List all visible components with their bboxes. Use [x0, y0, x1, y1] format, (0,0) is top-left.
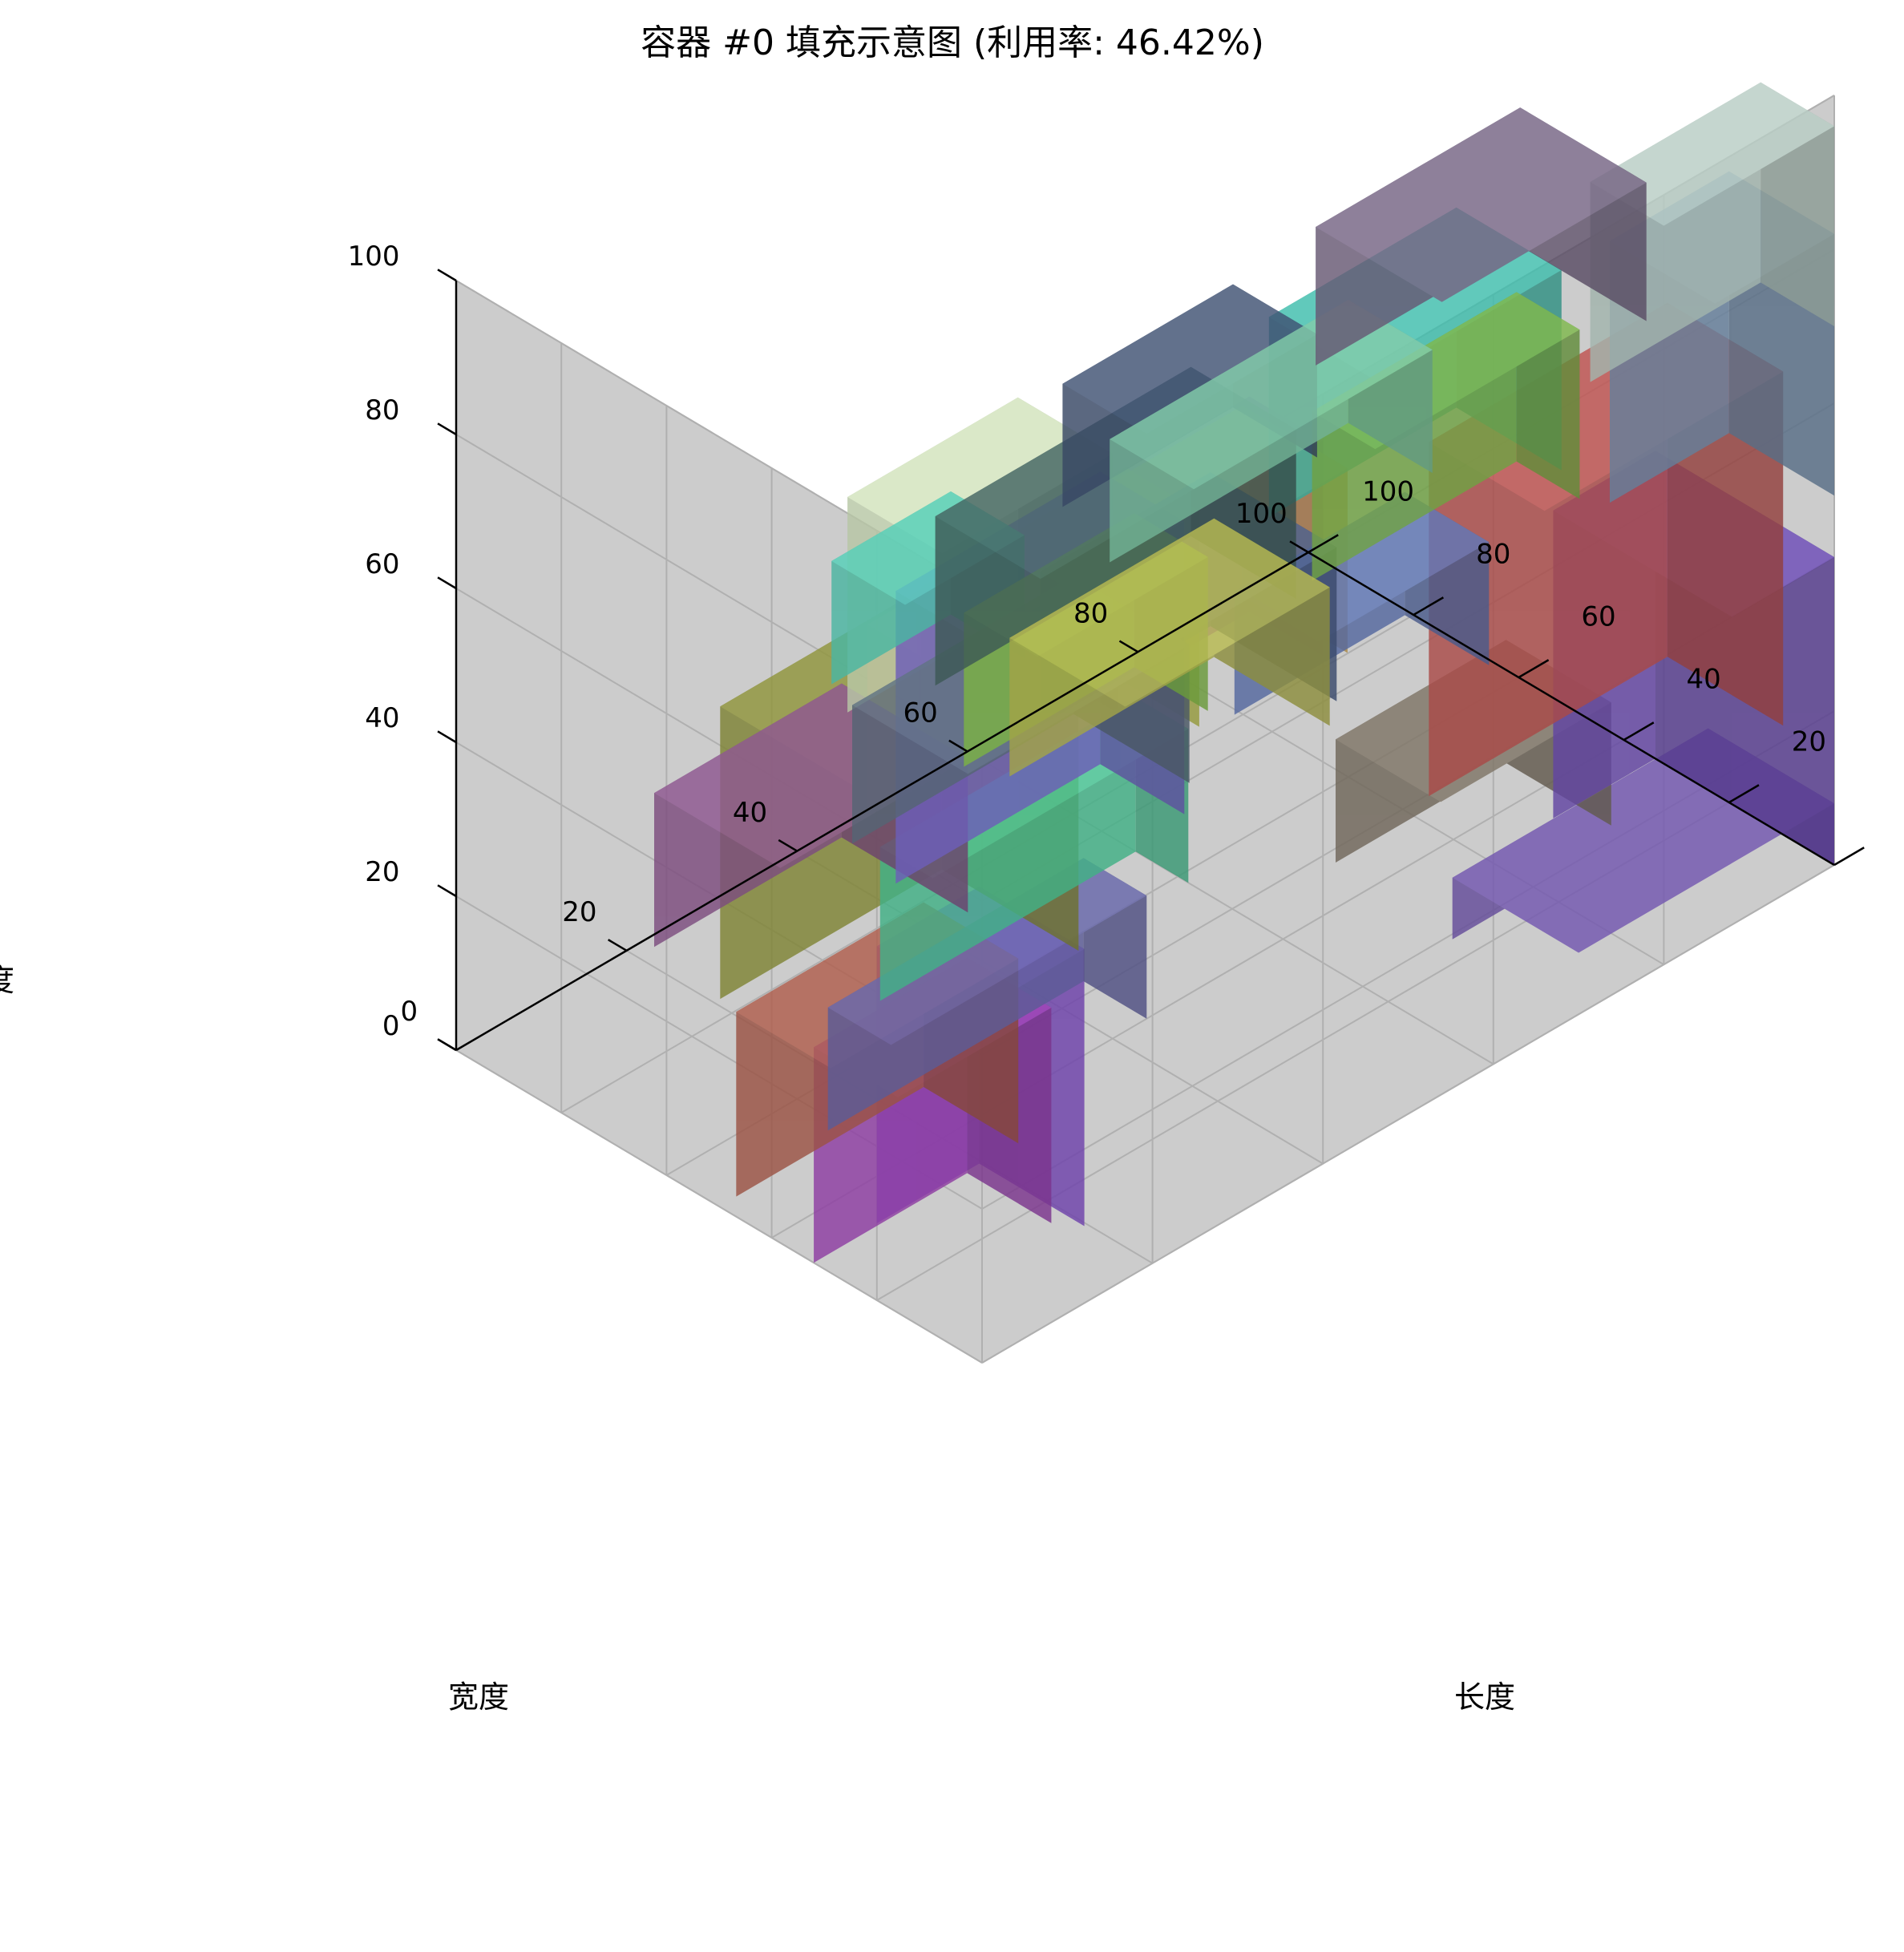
y-tick — [1728, 784, 1760, 804]
z-tick-label: 80 — [365, 394, 399, 426]
x-axis-line — [455, 551, 1309, 1052]
y-tick-label: 60 — [1581, 600, 1615, 632]
y-tick-label: 20 — [1792, 725, 1826, 758]
box-face — [1062, 284, 1317, 434]
x-tick-label: 80 — [1073, 597, 1108, 629]
z-tick-label: 60 — [365, 548, 399, 580]
z-tick — [437, 422, 457, 436]
z-tick — [437, 269, 457, 282]
data-box — [1110, 300, 1433, 563]
x-tick-label: 0 — [400, 996, 418, 1028]
x-tick-label: 100 — [1235, 498, 1288, 530]
y-axis-line — [1308, 551, 1835, 867]
x-tick-label: 40 — [733, 797, 767, 829]
x-tick — [1118, 640, 1139, 653]
z-tick-label: 100 — [348, 240, 400, 273]
x-axis-label: 长度 — [1454, 1679, 1515, 1715]
y-tick — [1623, 721, 1655, 742]
z-tick-label: 40 — [365, 702, 399, 734]
x-tick — [948, 739, 968, 753]
y-tick — [1413, 596, 1445, 616]
y-tick-label: 40 — [1687, 663, 1721, 695]
z-tick-label: 20 — [365, 856, 399, 888]
y-tick-label: 100 — [1362, 475, 1414, 507]
y-tick — [1308, 534, 1339, 554]
y-tick — [1833, 847, 1865, 867]
x-tick-label: 60 — [903, 697, 937, 729]
x-tick-label: 20 — [562, 896, 596, 928]
grid-line — [455, 1049, 983, 1364]
box-face — [1110, 300, 1433, 490]
z-tick — [437, 1038, 457, 1052]
x-tick — [778, 839, 798, 852]
box-face — [1590, 82, 1834, 226]
data-box — [1316, 107, 1647, 366]
z-tick — [437, 884, 457, 898]
z-tick — [437, 576, 457, 590]
grid-line — [981, 864, 1835, 1364]
x-tick — [1289, 540, 1309, 554]
x-tick — [608, 939, 628, 952]
box-face — [1316, 107, 1647, 302]
data-box — [1009, 518, 1330, 777]
box-face — [1009, 518, 1330, 707]
data-boxes — [654, 82, 1834, 1263]
chart-title: 容器 #0 填充示意图 (利用率: 46.42%) — [641, 22, 1264, 63]
tick-labels: 020406080100020406080100020406080100 — [348, 240, 1865, 1052]
z-tick — [437, 730, 457, 744]
axis-lines — [455, 281, 1835, 1052]
z-tick-label: 0 — [382, 1010, 400, 1042]
y-axis-label: 宽度 — [448, 1679, 509, 1715]
z-axis-label: 高度 — [0, 963, 14, 998]
y-tick — [1518, 659, 1550, 679]
y-tick-label: 80 — [1476, 538, 1510, 570]
